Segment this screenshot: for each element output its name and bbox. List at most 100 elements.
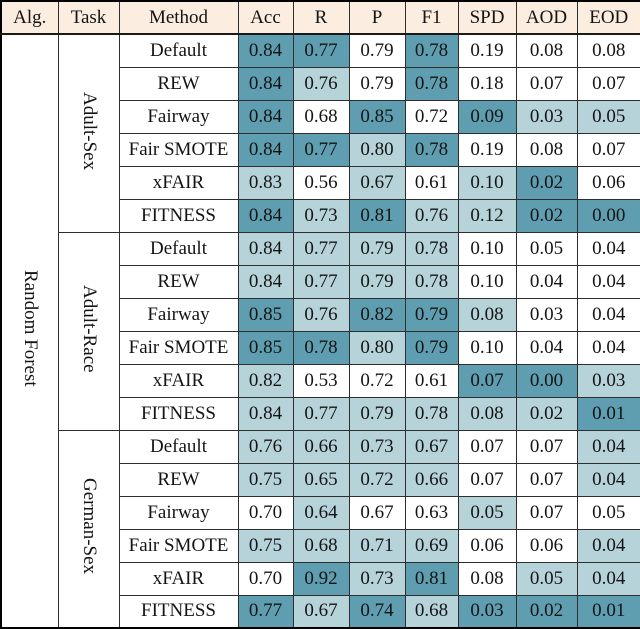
alg-label: Random Forest	[20, 270, 42, 387]
value-cell: 0.84	[237, 132, 294, 167]
value-cell: 0.05	[457, 495, 517, 530]
value-cell: 0.76	[237, 429, 294, 464]
value-cell: 0.56	[292, 165, 350, 200]
value-cell: 0.07	[515, 462, 578, 497]
value-cell: 0.04	[576, 462, 640, 497]
value-cell: 0.79	[348, 66, 406, 101]
value-cell: 0.77	[292, 396, 350, 431]
table-row: German-Sex Default 0.76 0.66 0.73 0.67 0.07 0.0…	[1, 429, 640, 629]
table-row: xFAIR 0.82 0.53 0.72 0.61 0.07 0.00 0.03	[1, 363, 640, 398]
value-cell: 0.72	[348, 363, 406, 398]
value-cell: 0.72	[404, 99, 459, 134]
table-row: Fairway 0.70 0.64 0.67 0.63 0.05 0.07 0.05	[1, 495, 640, 530]
value-cell: 0.06	[457, 528, 517, 563]
value-cell: 0.02	[515, 594, 578, 629]
value-cell: 0.70	[237, 495, 294, 530]
header-spd: SPD	[457, 0, 517, 35]
value-cell: 0.77	[292, 33, 350, 68]
value-cell: 0.02	[515, 198, 578, 233]
method-cell: Fairway	[118, 99, 239, 134]
value-cell: 0.02	[515, 165, 578, 200]
value-cell: 0.04	[576, 330, 640, 365]
value-cell: 0.67	[292, 594, 350, 629]
value-cell: 0.61	[404, 363, 459, 398]
table-row: FITNESS 0.84 0.73 0.81 0.76 0.12 0.02 0.00	[1, 198, 640, 233]
value-cell: 0.04	[576, 429, 640, 464]
value-cell: 0.75	[237, 528, 294, 563]
table-row: Fairway 0.85 0.76 0.82 0.79 0.08 0.03 0.04	[1, 297, 640, 332]
value-cell: 0.07	[457, 462, 517, 497]
value-cell: 0.07	[515, 429, 578, 464]
value-cell: 0.78	[404, 231, 459, 266]
value-cell: 0.00	[515, 363, 578, 398]
value-cell: 0.53	[292, 363, 350, 398]
value-cell: 0.82	[348, 297, 406, 332]
header-alg: Alg.	[0, 0, 59, 35]
task-cell: Adult-Race	[57, 231, 120, 431]
method-cell: Fairway	[118, 297, 239, 332]
value-cell: 0.84	[237, 198, 294, 233]
header-method: Method	[118, 0, 239, 35]
method-cell: FITNESS	[118, 594, 239, 629]
value-cell: 0.92	[292, 561, 350, 596]
value-cell: 0.06	[576, 165, 640, 200]
task-cell: German-Sex	[57, 429, 120, 629]
value-cell: 0.07	[515, 66, 578, 101]
value-cell: 0.08	[576, 33, 640, 68]
alg-cell: Random Forest	[0, 33, 59, 629]
table-row: Fair SMOTE 0.85 0.78 0.80 0.79 0.10 0.04 0.04	[1, 330, 640, 365]
value-cell: 0.05	[515, 231, 578, 266]
value-cell: 0.12	[457, 198, 517, 233]
value-cell: 0.79	[348, 396, 406, 431]
value-cell: 0.04	[576, 561, 640, 596]
value-cell: 0.10	[457, 165, 517, 200]
value-cell: 0.83	[237, 165, 294, 200]
method-cell: xFAIR	[118, 561, 239, 596]
method-cell: REW	[118, 264, 239, 299]
value-cell: 0.64	[292, 495, 350, 530]
value-cell: 0.79	[348, 33, 406, 68]
value-cell: 0.73	[348, 561, 406, 596]
value-cell: 0.76	[292, 297, 350, 332]
method-cell: xFAIR	[118, 363, 239, 398]
table-row: FITNESS 0.84 0.77 0.79 0.78 0.08 0.02 0.01	[1, 396, 640, 431]
value-cell: 0.78	[404, 132, 459, 167]
value-cell: 0.67	[348, 165, 406, 200]
value-cell: 0.80	[348, 132, 406, 167]
value-cell: 0.19	[457, 33, 517, 68]
table-row: Fairway 0.84 0.68 0.85 0.72 0.09 0.03 0.05	[1, 99, 640, 134]
value-cell: 0.06	[515, 528, 578, 563]
header-p: P	[348, 0, 406, 35]
value-cell: 0.84	[237, 231, 294, 266]
value-cell: 0.00	[576, 198, 640, 233]
value-cell: 0.78	[292, 330, 350, 365]
value-cell: 0.78	[404, 33, 459, 68]
table-row: Fair SMOTE 0.84 0.77 0.80 0.78 0.19 0.08 0.07	[1, 132, 640, 167]
value-cell: 0.72	[348, 462, 406, 497]
value-cell: 0.18	[457, 66, 517, 101]
method-cell: xFAIR	[118, 165, 239, 200]
task-label: Adult-Sex	[78, 91, 100, 170]
method-cell: Default	[118, 429, 239, 464]
value-cell: 0.84	[237, 99, 294, 134]
value-cell: 0.84	[237, 396, 294, 431]
value-cell: 0.08	[515, 132, 578, 167]
table-row: xFAIR 0.70 0.92 0.73 0.81 0.08 0.05 0.04	[1, 561, 640, 596]
value-cell: 0.78	[404, 264, 459, 299]
table-row: Random Forest Adult-Sex Default 0.84 0.77 0.7…	[0, 33, 640, 629]
value-cell: 0.79	[348, 264, 406, 299]
header-aod: AOD	[515, 0, 578, 35]
value-cell: 0.77	[292, 132, 350, 167]
value-cell: 0.10	[457, 264, 517, 299]
value-cell: 0.69	[404, 528, 459, 563]
value-cell: 0.84	[237, 66, 294, 101]
value-cell: 0.08	[457, 561, 517, 596]
value-cell: 0.03	[515, 297, 578, 332]
value-cell: 0.10	[457, 330, 517, 365]
value-cell: 0.85	[237, 330, 294, 365]
value-cell: 0.79	[348, 231, 406, 266]
value-cell: 0.04	[576, 528, 640, 563]
task-label: Adult-Race	[78, 284, 100, 373]
table-row: Fair SMOTE 0.75 0.68 0.71 0.69 0.06 0.06 0.04	[1, 528, 640, 563]
